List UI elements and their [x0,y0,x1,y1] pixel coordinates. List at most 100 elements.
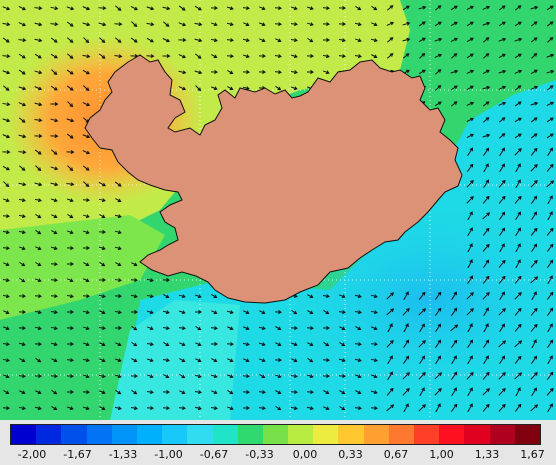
wind-vector-head [373,54,378,59]
wind-vector-head [470,308,474,312]
wind-vector-head [38,342,42,347]
wind-vector-head [6,150,11,155]
wind-vector-head [406,37,411,42]
wind-vector-head [197,374,202,379]
wind-vector [498,38,506,42]
wind-vector [498,21,506,27]
wind-vector [450,5,458,11]
wind-vector-head [166,6,171,11]
wind-vector [99,390,105,394]
wind-vector [450,324,458,332]
wind-vector-head [229,406,234,411]
wind-vector-head [502,372,506,376]
wind-vector [514,133,522,139]
wind-vector [370,407,378,409]
wind-vector [450,38,458,42]
wind-vector-head [533,323,538,328]
wind-vector [514,196,522,204]
wind-vector-head [309,22,314,27]
wind-vector [67,101,73,107]
legend-swatch [136,425,163,444]
wind-vector-head [357,22,362,27]
wind-vector [83,85,89,91]
wind-vector [466,196,474,204]
legend-swatch [111,425,137,444]
wind-vector [451,53,457,59]
wind-vector-head [486,388,490,392]
wind-vector [514,85,522,91]
wind-vector [34,198,42,202]
wind-vector [146,22,154,26]
wind-vector [83,262,89,266]
wind-vector [403,403,409,413]
wind-vector [386,340,394,348]
wind-vector [386,53,394,59]
wind-vector-head [37,262,42,267]
wind-vector [546,5,554,11]
wind-vector-head [485,179,490,184]
wind-vector [354,54,362,58]
wind-vector [67,406,73,410]
wind-vector [482,388,490,396]
wind-vector [386,308,394,316]
wind-vector-head [102,278,106,282]
wind-vector-head [37,246,42,251]
wind-vector [258,407,266,409]
wind-vector [307,310,313,314]
wind-vector-head [421,355,425,360]
wind-vector-head [485,117,490,121]
wind-vector-head [133,39,138,43]
wind-vector-head [38,6,43,11]
wind-vector-head [22,102,27,107]
wind-vector [450,70,458,74]
wind-vector [483,323,489,333]
wind-vector-head [5,310,10,315]
wind-vector-head [501,291,505,296]
wind-vector-head [405,291,409,296]
wind-vector [114,37,122,43]
wind-vector-head [277,390,282,395]
wind-vector [146,342,154,346]
wind-vector-head [517,243,521,248]
wind-vector [546,85,554,91]
wind-vector-head [469,243,473,248]
wind-vector-head [86,22,91,27]
wind-vector-head [166,326,170,331]
wind-vector [130,5,138,11]
wind-vector-head [389,37,394,41]
wind-vector-head [6,118,11,123]
wind-vector-head [38,294,42,299]
wind-vector-head [485,323,489,328]
wind-vector [274,55,282,57]
wind-vector-head [149,278,154,283]
wind-vector [99,37,105,43]
wind-vector [131,21,137,27]
wind-vector [130,406,138,410]
wind-vector-head [197,390,202,395]
wind-vector-head [165,342,170,347]
wind-vector-head [37,151,42,155]
wind-vector [418,37,426,43]
wind-vector-head [549,85,554,89]
wind-vector [371,54,377,58]
wind-vector [514,340,522,348]
wind-vector [34,38,42,42]
wind-vector [434,5,442,11]
wind-vector-head [182,326,186,331]
wind-vector-head [485,163,489,168]
wind-vector [34,326,42,330]
wind-vector [3,326,9,330]
wind-vector-head [214,326,218,331]
wind-vector-head [485,371,490,376]
wind-vector [51,69,57,75]
wind-vector-head [69,55,74,59]
wind-vector [162,358,170,362]
wind-vector [514,38,522,42]
wind-vector [338,358,346,362]
wind-vector [530,102,538,106]
wind-vector [434,54,442,58]
wind-vector-head [118,326,122,330]
wind-vector-head [549,339,554,344]
wind-vector-head [86,54,91,59]
legend-swatch [187,425,213,444]
